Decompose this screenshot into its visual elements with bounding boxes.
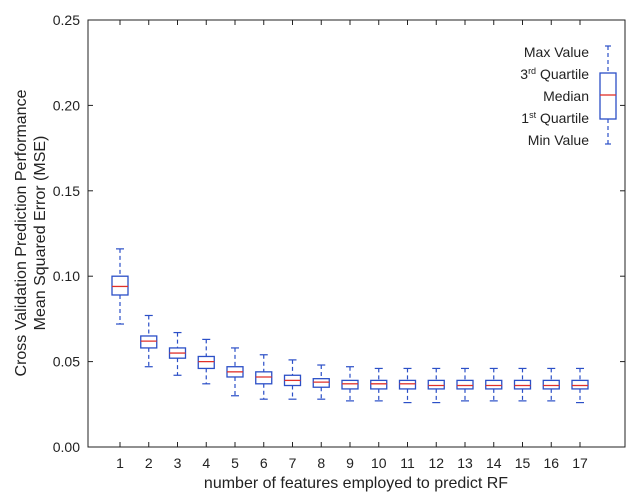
box-5 xyxy=(226,347,244,397)
box-11 xyxy=(398,367,417,404)
box-16 xyxy=(542,367,560,402)
x-tick-label: 17 xyxy=(572,455,588,471)
y-axis: 0.00 0.05 0.10 0.15 0.20 0.25 xyxy=(53,12,625,455)
iqr-box xyxy=(255,371,273,385)
x-tick-label: 15 xyxy=(515,455,531,471)
box-17 xyxy=(571,367,589,404)
iqr-box xyxy=(111,275,129,296)
x-tick-label: 14 xyxy=(486,455,502,471)
box-1 xyxy=(111,248,129,325)
x-tick-label: 9 xyxy=(346,455,354,471)
x-tick-label: 6 xyxy=(260,455,268,471)
x-tick-label: 11 xyxy=(400,455,415,471)
iqr-box xyxy=(427,379,445,390)
box-10 xyxy=(370,367,388,402)
legend: Max Value 3rd Quartile Median 1st Quarti… xyxy=(520,44,617,148)
box-14 xyxy=(485,367,503,402)
x-tick-label: 4 xyxy=(202,455,210,471)
legend-q3-label: 3rd Quartile xyxy=(520,66,589,82)
iqr-box xyxy=(312,378,330,388)
iqr-box xyxy=(341,379,359,390)
iqr-box xyxy=(140,335,158,349)
box-9 xyxy=(341,366,359,402)
legend-max-label: Max Value xyxy=(524,44,589,60)
y-tick-label: 0.15 xyxy=(53,183,80,199)
box-6 xyxy=(255,354,273,400)
x-tick-label: 12 xyxy=(428,455,444,471)
plot-area xyxy=(87,19,626,448)
box-8 xyxy=(312,364,330,400)
x-tick-label: 8 xyxy=(317,455,325,471)
iqr-box xyxy=(542,379,560,390)
box-13 xyxy=(456,367,474,402)
x-tick-label: 3 xyxy=(174,455,182,471)
x-tick-label: 13 xyxy=(457,455,473,471)
legend-q1-label: 1st Quartile xyxy=(521,110,589,126)
y-axis-label-line-1: Cross Validation Prediction Performance xyxy=(13,89,30,376)
legend-box xyxy=(599,72,617,120)
x-tick-label: 2 xyxy=(145,455,153,471)
y-tick-label: 0.20 xyxy=(53,97,80,113)
iqr-box xyxy=(571,379,589,390)
iqr-box xyxy=(398,379,417,390)
x-tick-label: 7 xyxy=(289,455,297,471)
x-tick-label: 5 xyxy=(231,455,239,471)
iqr-box xyxy=(370,379,388,390)
box-12 xyxy=(427,367,445,404)
iqr-box xyxy=(513,379,532,390)
x-tick-label: 1 xyxy=(116,455,124,471)
y-tick-label: 0.05 xyxy=(53,354,80,370)
x-axis: 1 2 3 4 5 6 7 8 9 10 11 12 13 14 15 16 17 xyxy=(116,20,588,471)
iqr-box xyxy=(485,379,503,390)
iqr-box xyxy=(456,379,474,390)
y-tick-label: 0.25 xyxy=(53,12,80,28)
iqr-box xyxy=(197,355,215,370)
box-3 xyxy=(168,331,187,376)
x-tick-label: 16 xyxy=(543,455,559,471)
box-series xyxy=(111,248,589,404)
legend-median-label: Median xyxy=(543,88,589,104)
box-7 xyxy=(283,359,302,400)
y-tick-label: 0.00 xyxy=(53,439,80,455)
box-4 xyxy=(197,338,215,385)
y-axis-label-line-2: Mean Squared Error (MSE) xyxy=(32,136,49,331)
y-tick-label: 0.10 xyxy=(53,268,80,284)
legend-min-label: Min Value xyxy=(528,132,589,148)
box-2 xyxy=(140,314,158,368)
x-axis-label: number of features employed to predict R… xyxy=(204,475,508,492)
x-tick-label: 10 xyxy=(371,455,387,471)
box-15 xyxy=(513,367,532,402)
